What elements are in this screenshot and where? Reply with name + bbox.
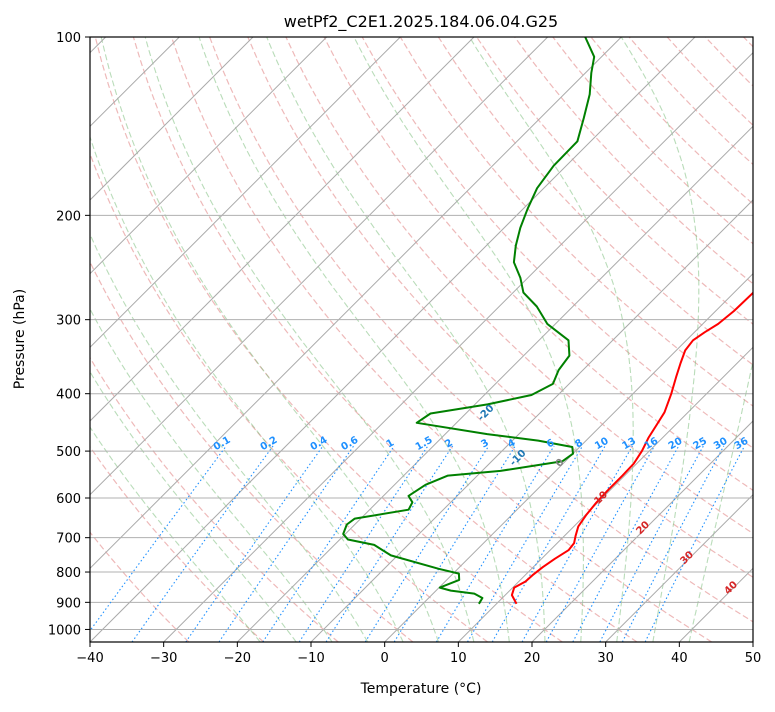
y-axis-label: Pressure (hPa): [12, 289, 28, 389]
x-tick-label: −40: [76, 651, 103, 666]
y-tick-label: 800: [56, 566, 81, 581]
x-tick-label: −10: [297, 651, 324, 666]
chart-title: wetPf2_C2E1.2025.184.06.04.G25: [284, 12, 558, 32]
x-axis-label: Temperature (°C): [360, 681, 482, 697]
x-tick-label: −30: [150, 651, 177, 666]
y-tick-label: 200: [56, 209, 81, 224]
x-tick-label: 10: [450, 651, 467, 666]
y-tick-label: 700: [56, 532, 81, 547]
y-tick-label: 300: [56, 314, 81, 329]
y-tick-label: 500: [56, 445, 81, 460]
x-tick-label: 20: [524, 651, 541, 666]
x-tick-label: 0: [381, 651, 389, 666]
x-tick-label: 30: [597, 651, 614, 666]
x-tick-label: 50: [745, 651, 762, 666]
x-tick-label: −20: [224, 651, 251, 666]
y-tick-label: 600: [56, 492, 81, 507]
x-tick-label: 40: [671, 651, 688, 666]
y-tick-label: 900: [56, 596, 81, 611]
y-tick-label: 1000: [48, 623, 81, 638]
y-tick-label: 400: [56, 388, 81, 403]
y-tick-label: 100: [56, 31, 81, 46]
